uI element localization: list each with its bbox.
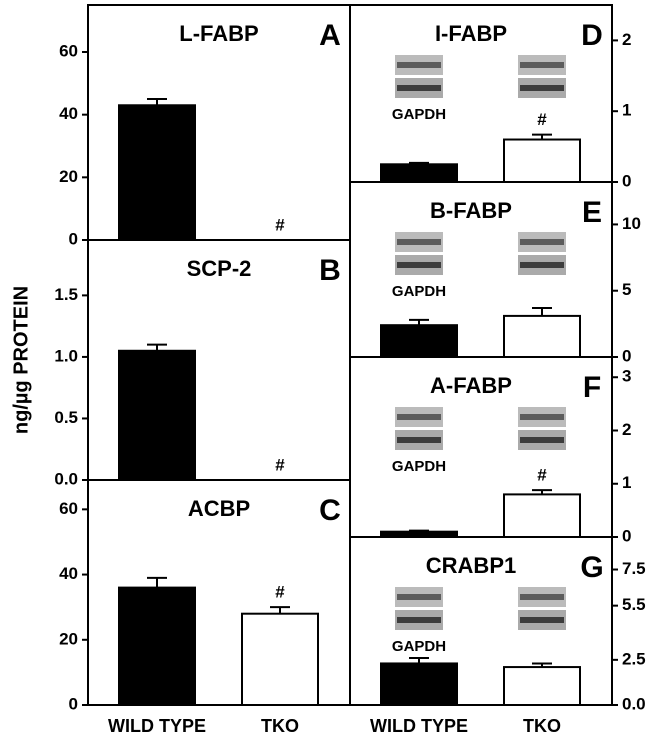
blot-line <box>397 62 441 68</box>
x-tick-label: WILD TYPE <box>370 716 468 736</box>
panel-letter: C <box>319 494 341 527</box>
blot-line <box>520 262 564 268</box>
blot-line <box>520 594 564 600</box>
y-tick-label: 7.5 <box>622 559 646 578</box>
panel-title: CRABP1 <box>426 553 516 578</box>
blot-line <box>397 437 441 443</box>
panel-letter: D <box>581 19 603 52</box>
blot-line <box>397 262 441 268</box>
annotation: # <box>275 215 285 234</box>
panel-letter: B <box>319 254 341 287</box>
panel-title: I-FABP <box>435 21 507 46</box>
y-tick-label: 5.5 <box>622 595 646 614</box>
panel-letter: E <box>582 196 602 229</box>
bar <box>241 612 319 707</box>
y-tick-label: 5 <box>622 280 631 299</box>
y-tick-label: 0.0 <box>622 694 646 713</box>
blot-line <box>520 437 564 443</box>
y-tick-label: 10 <box>622 214 641 233</box>
blot-line <box>397 85 441 91</box>
blot-label: GAPDH <box>392 283 446 300</box>
blot-line <box>397 594 441 600</box>
blot-line <box>397 414 441 420</box>
y-tick-label: 60 <box>59 41 78 60</box>
panel-title: B-FABP <box>430 198 512 223</box>
panel-title: SCP-2 <box>187 256 252 281</box>
blot-line <box>397 617 441 623</box>
y-tick-label: 40 <box>59 104 78 123</box>
annotation: # <box>537 110 547 129</box>
y-tick-label: 2.5 <box>622 649 646 668</box>
y-tick-label: 0 <box>622 171 631 190</box>
y-tick-label: 0 <box>69 229 78 248</box>
y-tick-label: 40 <box>59 564 78 583</box>
y-tick-label: 0.0 <box>54 469 78 488</box>
y-tick-label: 20 <box>59 629 78 648</box>
bar <box>380 662 458 706</box>
y-tick-label: 3 <box>622 367 631 386</box>
blot-line <box>520 85 564 91</box>
blot-label: GAPDH <box>392 638 446 655</box>
y-tick-label: 0 <box>622 346 631 365</box>
panel-title: ACBP <box>188 496 250 521</box>
y-tick-label: 60 <box>59 499 78 518</box>
y-tick-label: 0 <box>622 526 631 545</box>
bar <box>503 314 581 359</box>
panel-letter: A <box>319 19 341 52</box>
y-tick-label: 0 <box>69 694 78 713</box>
panel-title: A-FABP <box>430 373 512 398</box>
blot-line <box>520 62 564 68</box>
x-tick-label: WILD TYPE <box>108 716 206 736</box>
blot-line <box>520 239 564 245</box>
panel-title: L-FABP <box>179 21 258 46</box>
panel-letter: F <box>583 371 601 404</box>
blot-label: GAPDH <box>392 106 446 123</box>
bar <box>118 349 196 481</box>
blot-label: GAPDH <box>392 458 446 475</box>
y-tick-label: 1 <box>622 101 631 120</box>
y-tick-label: 0.5 <box>54 408 78 427</box>
x-tick-label: TKO <box>261 716 299 736</box>
y-tick-label: 1 <box>622 473 631 492</box>
x-tick-label: TKO <box>523 716 561 736</box>
bar <box>503 666 581 706</box>
y-axis-label: ng/µg PROTEIN <box>10 286 32 434</box>
bar <box>503 493 581 539</box>
bar <box>503 138 581 184</box>
annotation: # <box>275 583 285 602</box>
y-tick-label: 2 <box>622 420 631 439</box>
bar <box>380 163 458 184</box>
blot-line <box>520 414 564 420</box>
y-tick-label: 1.5 <box>54 285 78 304</box>
annotation: # <box>275 455 285 474</box>
annotation: # <box>537 466 547 485</box>
bar <box>118 104 196 242</box>
blot-line <box>397 239 441 245</box>
blot-line <box>520 617 564 623</box>
bar <box>118 586 196 707</box>
y-tick-label: 1.0 <box>54 346 78 365</box>
y-tick-label: 2 <box>622 30 631 49</box>
panel-frame <box>349 536 613 706</box>
bar <box>380 324 458 359</box>
y-tick-label: 20 <box>59 167 78 186</box>
panel-letter: G <box>580 551 603 584</box>
